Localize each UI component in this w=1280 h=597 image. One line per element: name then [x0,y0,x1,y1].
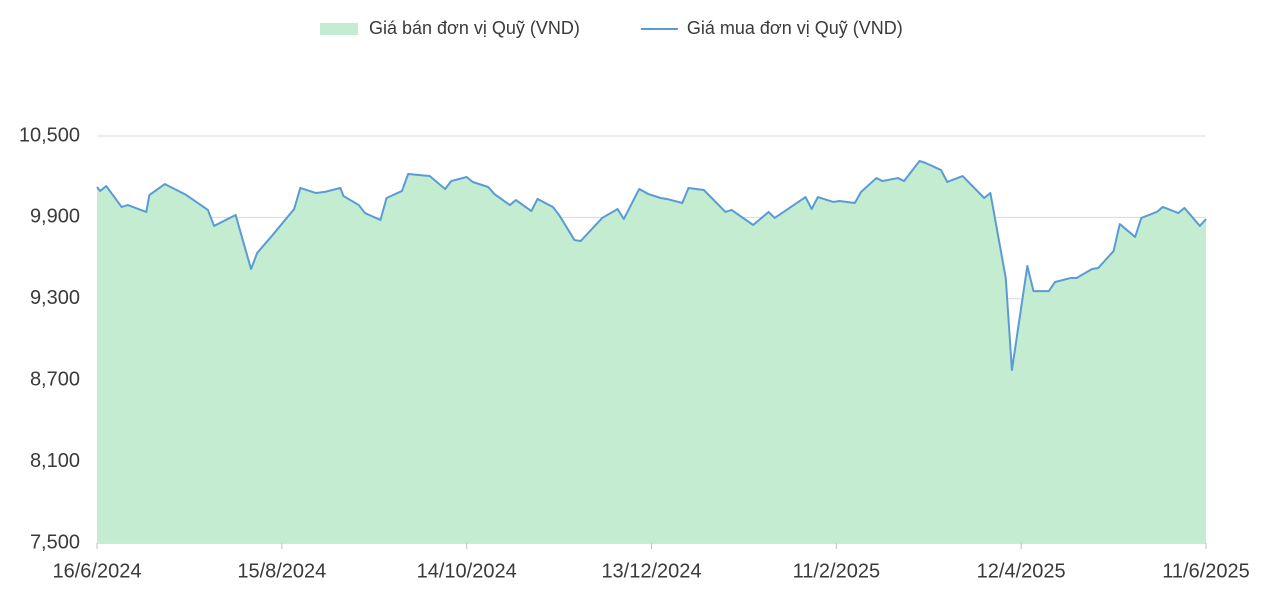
y-tick-label: 8,100 [30,450,80,472]
legend-swatch [320,23,358,35]
x-tick-label: 11/2/2025 [793,560,881,582]
legend-label: Giá bán đơn vị Quỹ (VND) [369,18,580,38]
y-tick-label: 7,500 [30,531,80,553]
x-tick-label: 11/6/2025 [1162,560,1250,582]
x-tick-label: 12/4/2025 [977,560,1066,582]
area [97,160,1206,544]
y-tick-label: 10,500 [19,124,80,146]
y-tick-label: 9,900 [30,206,80,228]
x-tick-label: 14/10/2024 [417,560,517,582]
y-tick-label: 9,300 [30,287,80,309]
x-tick-label: 15/8/2024 [237,560,326,582]
y-tick-label: 8,700 [30,368,80,390]
x-tick-label: 16/6/2024 [53,560,142,582]
x-tick-label: 13/12/2024 [601,560,701,582]
legend-label: Giá mua đơn vị Quỹ (VND) [687,18,903,38]
line [96,159,1207,372]
